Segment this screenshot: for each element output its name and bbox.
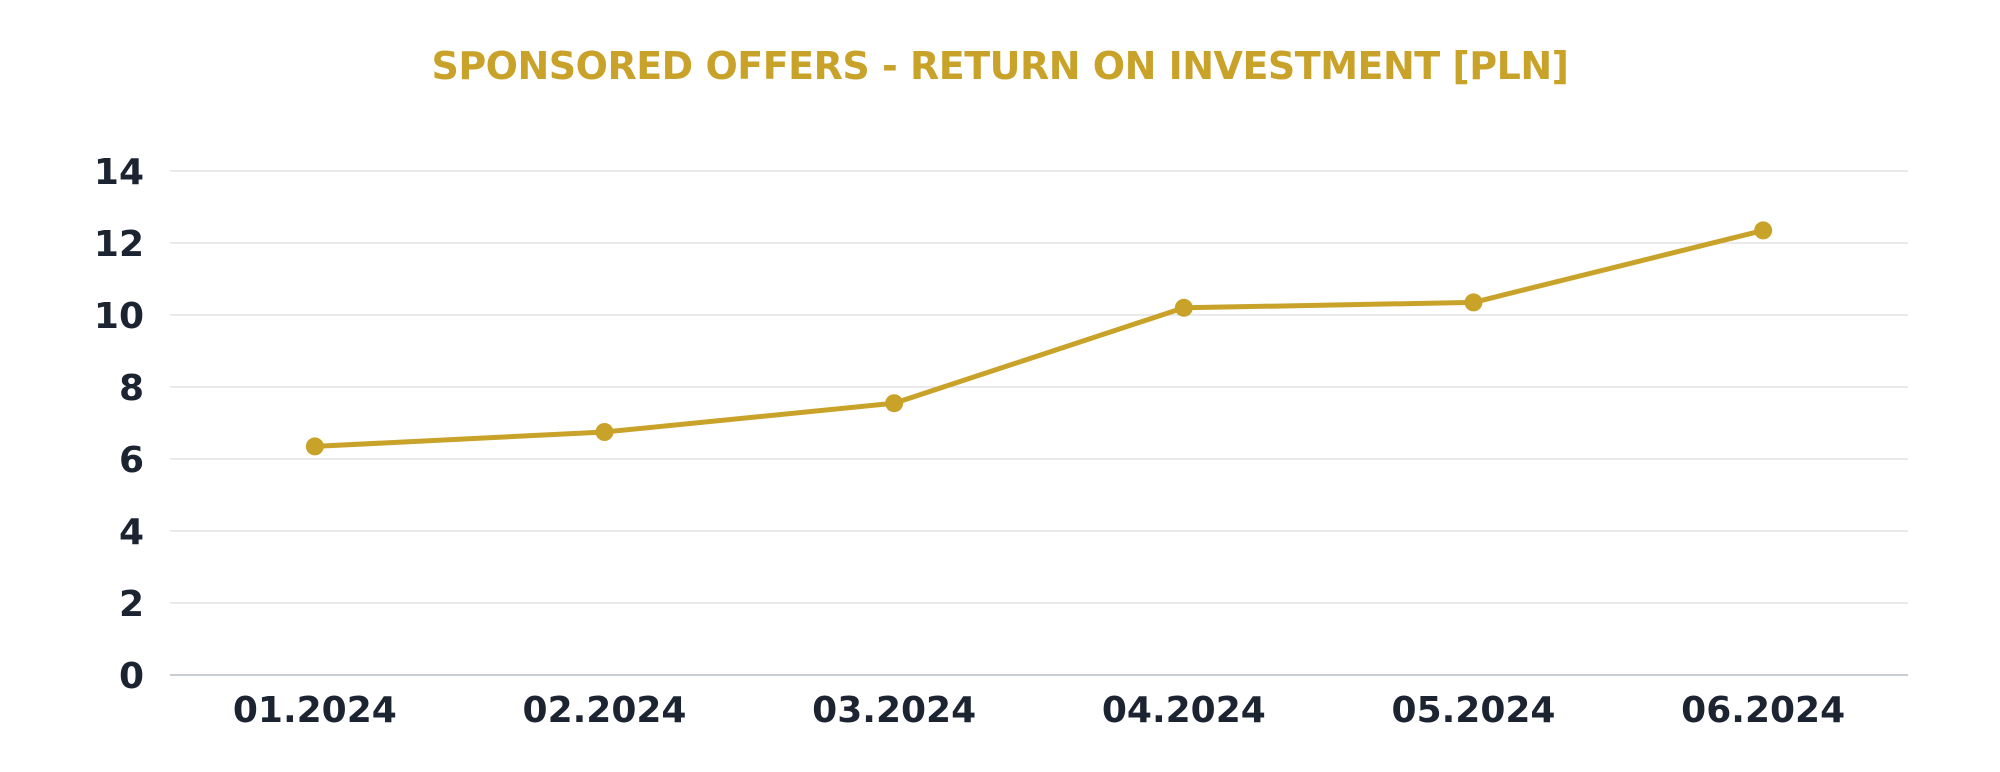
data-point[interactable] [1174,298,1193,317]
y-tick-label: 6 [119,440,144,481]
y-tick-label: 2 [119,584,144,625]
series-line [312,227,1766,449]
x-tick-label: 03.2024 [812,690,976,731]
y-tick-label: 14 [94,152,144,193]
y-axis: 0 2 4 6 8 10 12 14 [94,152,144,697]
x-tick-label: 01.2024 [233,690,397,731]
y-tick-label: 4 [119,512,144,553]
chart-title: SPONSORED OFFERS - RETURN ON INVESTMENT … [431,44,1569,88]
y-tick-label: 12 [94,224,144,265]
series [305,221,1773,456]
data-point[interactable] [885,394,904,413]
x-axis: 01.2024 02.2024 03.2024 04.2024 05.2024 06.20… [233,690,1845,731]
x-tick-label: 05.2024 [1392,690,1556,731]
x-tick-label: 06.2024 [1681,690,1845,731]
data-point[interactable] [595,423,614,441]
x-tick-label: 04.2024 [1102,690,1266,731]
y-tick-label: 10 [94,296,144,337]
y-tick-label: 8 [119,368,144,409]
x-tick-label: 02.2024 [523,690,687,731]
series-layer [305,221,1773,456]
data-point[interactable] [305,437,324,456]
gridlines [170,170,1908,676]
y-tick-label: 0 [119,656,144,697]
data-point[interactable] [1464,293,1483,312]
data-point[interactable] [1754,221,1773,240]
